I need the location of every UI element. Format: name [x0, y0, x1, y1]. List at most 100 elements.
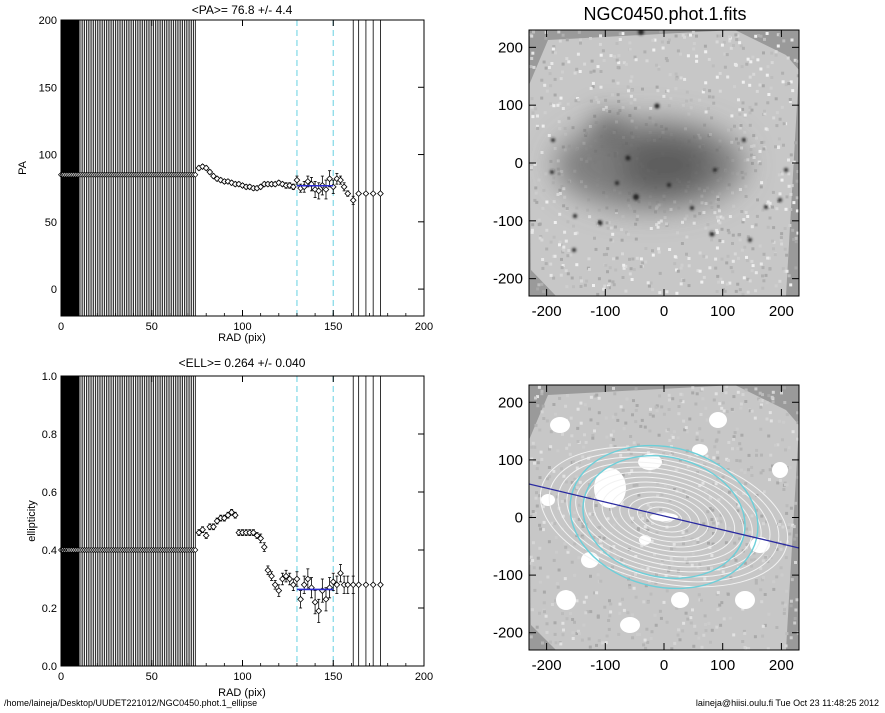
noise-pixel	[668, 499, 672, 502]
noise-pixel	[775, 575, 779, 579]
noise-pixel	[795, 598, 799, 602]
noise-pixel	[604, 641, 608, 645]
noise-pixel	[568, 452, 572, 456]
fits-image-y-tick-label: 100	[498, 97, 523, 114]
noise-pixel	[774, 284, 778, 288]
noise-pixel	[720, 573, 724, 577]
noise-pixel	[781, 71, 785, 75]
noise-pixel	[689, 106, 693, 110]
pa-y-tick-label: 50	[45, 217, 57, 229]
noise-pixel	[744, 388, 748, 392]
noise-pixel	[692, 42, 696, 45]
noise-pixel	[707, 95, 711, 99]
noise-pixel	[726, 228, 730, 232]
noise-pixel	[686, 495, 689, 499]
noise-pixel	[654, 623, 658, 627]
noise-pixel	[563, 195, 567, 199]
noise-pixel	[597, 396, 601, 400]
noise-pixel	[597, 536, 601, 540]
noise-pixel	[582, 445, 586, 449]
noise-pixel	[796, 411, 799, 415]
noise-pixel	[531, 510, 535, 513]
noise-pixel	[538, 546, 542, 550]
noise-pixel	[579, 285, 583, 288]
noise-pixel	[733, 252, 737, 256]
noise-pixel	[743, 470, 747, 474]
ell-data-point	[257, 535, 265, 542]
noise-pixel	[795, 196, 799, 200]
noise-pixel	[668, 73, 672, 77]
noise-pixel	[624, 264, 628, 268]
noise-pixel	[639, 424, 643, 428]
noise-pixel	[767, 434, 771, 438]
ell-y-tick-label: 0.2	[42, 603, 57, 615]
noise-pixel	[692, 644, 696, 648]
noise-pixel	[716, 456, 720, 460]
noise-pixel	[617, 99, 621, 103]
ell-data-point	[344, 581, 352, 589]
noise-pixel	[738, 442, 742, 446]
star	[709, 231, 715, 237]
noise-pixel	[762, 252, 766, 256]
noise-pixel	[683, 77, 687, 81]
noise-pixel	[781, 525, 785, 529]
pa-x-tick-label: 100	[233, 321, 251, 333]
noise-pixel	[747, 468, 750, 472]
noise-pixel	[621, 106, 625, 110]
isophote-ellipse	[628, 496, 700, 538]
noise-pixel	[703, 123, 707, 127]
noise-pixel	[549, 273, 553, 277]
noise-pixel	[563, 541, 567, 545]
noise-pixel	[716, 476, 720, 480]
noise-pixel	[794, 141, 798, 145]
noise-pixel	[659, 616, 663, 620]
noise-pixel	[573, 620, 576, 624]
noise-pixel	[681, 531, 685, 535]
noise-pixel	[576, 426, 580, 430]
noise-pixel	[667, 408, 671, 411]
noise-pixel	[717, 209, 721, 213]
noise-pixel	[663, 484, 667, 487]
masked-region	[594, 468, 626, 508]
noise-pixel	[759, 262, 763, 266]
noise-pixel	[643, 425, 647, 429]
noise-pixel	[667, 569, 671, 573]
noise-pixel	[695, 561, 699, 565]
ell-y-axis-label: ellipticity	[26, 500, 38, 542]
noise-pixel	[726, 561, 730, 565]
masked-region	[692, 444, 708, 456]
noise-pixel	[565, 446, 569, 450]
fits-image-stars	[550, 30, 788, 252]
noise-pixel	[557, 120, 561, 124]
pa-vertical-lines	[61, 20, 381, 316]
noise-pixel	[788, 532, 792, 536]
ell-data-point	[349, 581, 357, 589]
noise-pixel	[552, 176, 556, 180]
noise-pixel	[559, 77, 563, 81]
noise-pixel	[679, 52, 682, 56]
noise-pixel	[560, 499, 564, 503]
noise-pixel	[576, 407, 580, 411]
noise-pixel	[750, 269, 754, 273]
noise-pixel	[755, 214, 759, 218]
noise-pixel	[750, 108, 754, 112]
noise-pixel	[671, 451, 675, 455]
noise-pixel	[788, 100, 792, 104]
noise-pixel	[567, 548, 571, 552]
noise-pixel	[716, 608, 720, 612]
noise-pixel	[706, 510, 710, 514]
noise-pixel	[655, 85, 659, 89]
noise-pixel	[763, 112, 767, 116]
noise-pixel	[777, 137, 781, 141]
noise-pixel	[541, 124, 545, 128]
noise-pixel	[614, 412, 618, 416]
noise-pixel	[721, 401, 725, 405]
noise-pixel	[738, 288, 742, 292]
noise-pixel	[701, 397, 705, 401]
noise-pixel	[621, 214, 625, 218]
noise-pixel	[779, 566, 783, 570]
ell-data-point	[333, 581, 341, 589]
noise-pixel	[589, 70, 593, 74]
noise-pixel	[747, 647, 751, 650]
noise-pixel	[748, 123, 752, 127]
